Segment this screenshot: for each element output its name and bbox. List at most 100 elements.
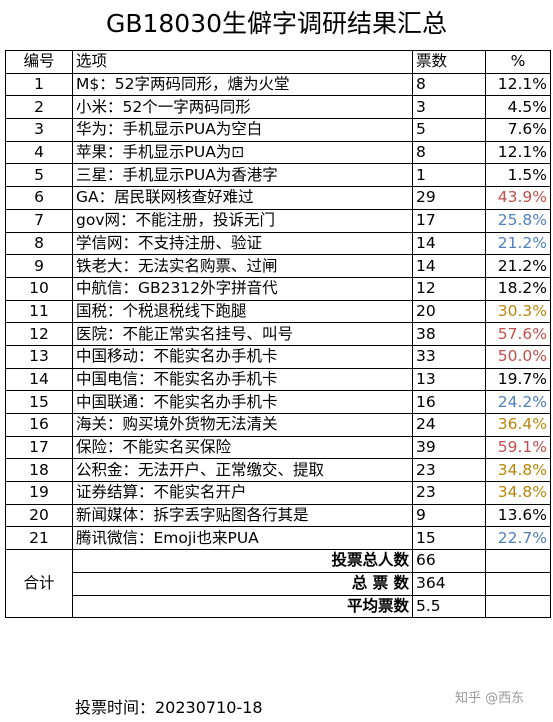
row-pct: 12.1% [485,72,551,97]
row-pct: 36.4% [485,413,551,437]
table-row: 7 gov网：不能注册，投诉无门 17 25.8% [5,208,551,233]
header-pct: % [485,50,551,74]
avg-votes-label: 平均票数 [72,594,413,619]
row-votes: 38 [412,322,486,346]
row-votes: 23 [412,458,486,483]
row-pct: 43.9% [485,186,551,210]
table-row: 4 苹果：手机显示PUA为⊡ 8 12.1% [5,140,551,165]
row-option: 保险：不能实名买保险 [72,435,413,460]
row-pct: 4.5% [485,95,551,120]
row-pct: 24.2% [485,390,551,414]
row-votes: 23 [412,481,486,505]
row-option: 中国移动：不能实名办手机卡 [72,344,413,369]
total-label: 合计 [5,549,73,619]
row-option: 苹果：手机显示PUA为⊡ [72,140,413,165]
row-pct: 50.0% [485,344,551,369]
summary-row-voters: 合计 投票总人数 66 [5,549,551,619]
row-option: 公积金：无法开户、正常缴交、提取 [72,458,413,483]
table-row: 12 医院：不能正常实名挂号、叫号 38 57.6% [5,322,551,346]
header-votes: 票数 [412,50,486,74]
table-row: 20 新闻媒体：拆字丢字贴图各行其是 9 13.6% [5,503,551,528]
row-votes: 15 [412,526,486,551]
row-num: 18 [5,458,73,483]
vote-time: 投票时间：20230710-18 [75,698,263,717]
row-votes: 3 [412,95,486,120]
row-pct: 12.1% [485,140,551,165]
row-votes: 9 [412,503,486,528]
row-option: 中航信：GB2312外字拼音代 [72,276,413,301]
table-row: 19 证券结算：不能实名开户 23 34.8% [5,481,551,505]
row-num: 5 [5,163,73,188]
empty-cell [485,549,551,573]
table-row: 18 公积金：无法开户、正常缴交、提取 23 34.8% [5,458,551,483]
table-row: 8 学信网：不支持注册、验证 14 21.2% [5,231,551,256]
row-num: 20 [5,503,73,528]
row-votes: 14 [412,254,486,278]
table-row: 13 中国移动：不能实名办手机卡 33 50.0% [5,344,551,369]
row-option: 小米：52个一字两码同形 [72,95,413,120]
table-row: 6 GA：居民联网核查好难过 29 43.9% [5,186,551,210]
table-row: 9 铁老大：无法实名购票、过闸 14 21.2% [5,254,551,278]
row-num: 9 [5,254,73,278]
row-pct: 34.8% [485,458,551,483]
row-votes: 5 [412,118,486,142]
row-pct: 21.2% [485,231,551,256]
row-pct: 21.2% [485,254,551,278]
row-votes: 24 [412,413,486,437]
table-row: 3 华为：手机显示PUA为空白 5 7.6% [5,118,551,142]
row-num: 6 [5,186,73,210]
row-option: 学信网：不支持注册、验证 [72,231,413,256]
row-num: 10 [5,276,73,301]
row-num: 8 [5,231,73,256]
row-option: M$：52字两码同形，煻为火堂 [72,72,413,97]
row-pct: 7.6% [485,118,551,142]
header-num: 编号 [5,50,73,74]
row-votes: 29 [412,186,486,210]
row-pct: 22.7% [485,526,551,551]
table-row: 1 M$：52字两码同形，煻为火堂 8 12.1% [5,72,551,97]
results-table: 编号 选项 票数 % 1 M$：52字两码同形，煻为火堂 8 12.1% 2 小米：52个… [5,50,551,619]
row-option: 新闻媒体：拆字丢字贴图各行其是 [72,503,413,528]
row-num: 21 [5,526,73,551]
row-votes: 1 [412,163,486,188]
page-title: GB18030生僻字调研结果汇总 [105,9,448,38]
row-option: 证券结算：不能实名开户 [72,481,413,505]
table-header-row: 编号 选项 票数 % [5,50,551,74]
row-option: 国税：个税退税线下跑腿 [72,299,413,324]
summary-row-avg: 平均票数 5.5 [6,594,551,619]
avg-votes-value: 5.5 [412,594,486,619]
row-pct: 1.5% [485,163,551,188]
row-option: GA：居民联网核查好难过 [72,186,413,210]
row-num: 19 [5,481,73,505]
row-num: 2 [5,95,73,120]
row-num: 15 [5,390,73,414]
empty-cell [485,594,551,619]
row-votes: 8 [412,140,486,165]
total-votes-value: 364 [412,571,486,596]
total-votes-label: 总 票 数 [72,571,413,596]
row-num: 17 [5,435,73,460]
row-votes: 39 [412,435,486,460]
row-pct: 25.8% [485,208,551,233]
row-num: 11 [5,299,73,324]
row-option: 铁老大：无法实名购票、过闸 [72,254,413,278]
row-option: 海关：购买境外货物无法清关 [72,413,413,437]
watermark: 知乎 @西东 [455,691,525,706]
row-pct: 30.3% [485,299,551,324]
header-option: 选项 [72,50,413,74]
row-num: 3 [5,118,73,142]
row-option: 医院：不能正常实名挂号、叫号 [72,322,413,346]
row-votes: 8 [412,72,486,97]
row-num: 4 [5,140,73,165]
table-row: 15 中国联通：不能实名办手机卡 16 24.2% [5,390,551,414]
row-votes: 14 [412,231,486,256]
row-votes: 12 [412,276,486,301]
row-option: 腾讯微信：Emoji也来PUA [72,526,413,551]
row-option: 中国电信：不能实名办手机卡 [72,367,413,392]
row-pct: 18.2% [485,276,551,301]
row-num: 16 [5,413,73,437]
row-votes: 17 [412,208,486,233]
summary-row-votes: 总 票 数 364 [6,571,551,596]
table-row: 11 国税：个税退税线下跑腿 20 30.3% [5,299,551,324]
table-row: 10 中航信：GB2312外字拼音代 12 18.2% [5,276,551,301]
